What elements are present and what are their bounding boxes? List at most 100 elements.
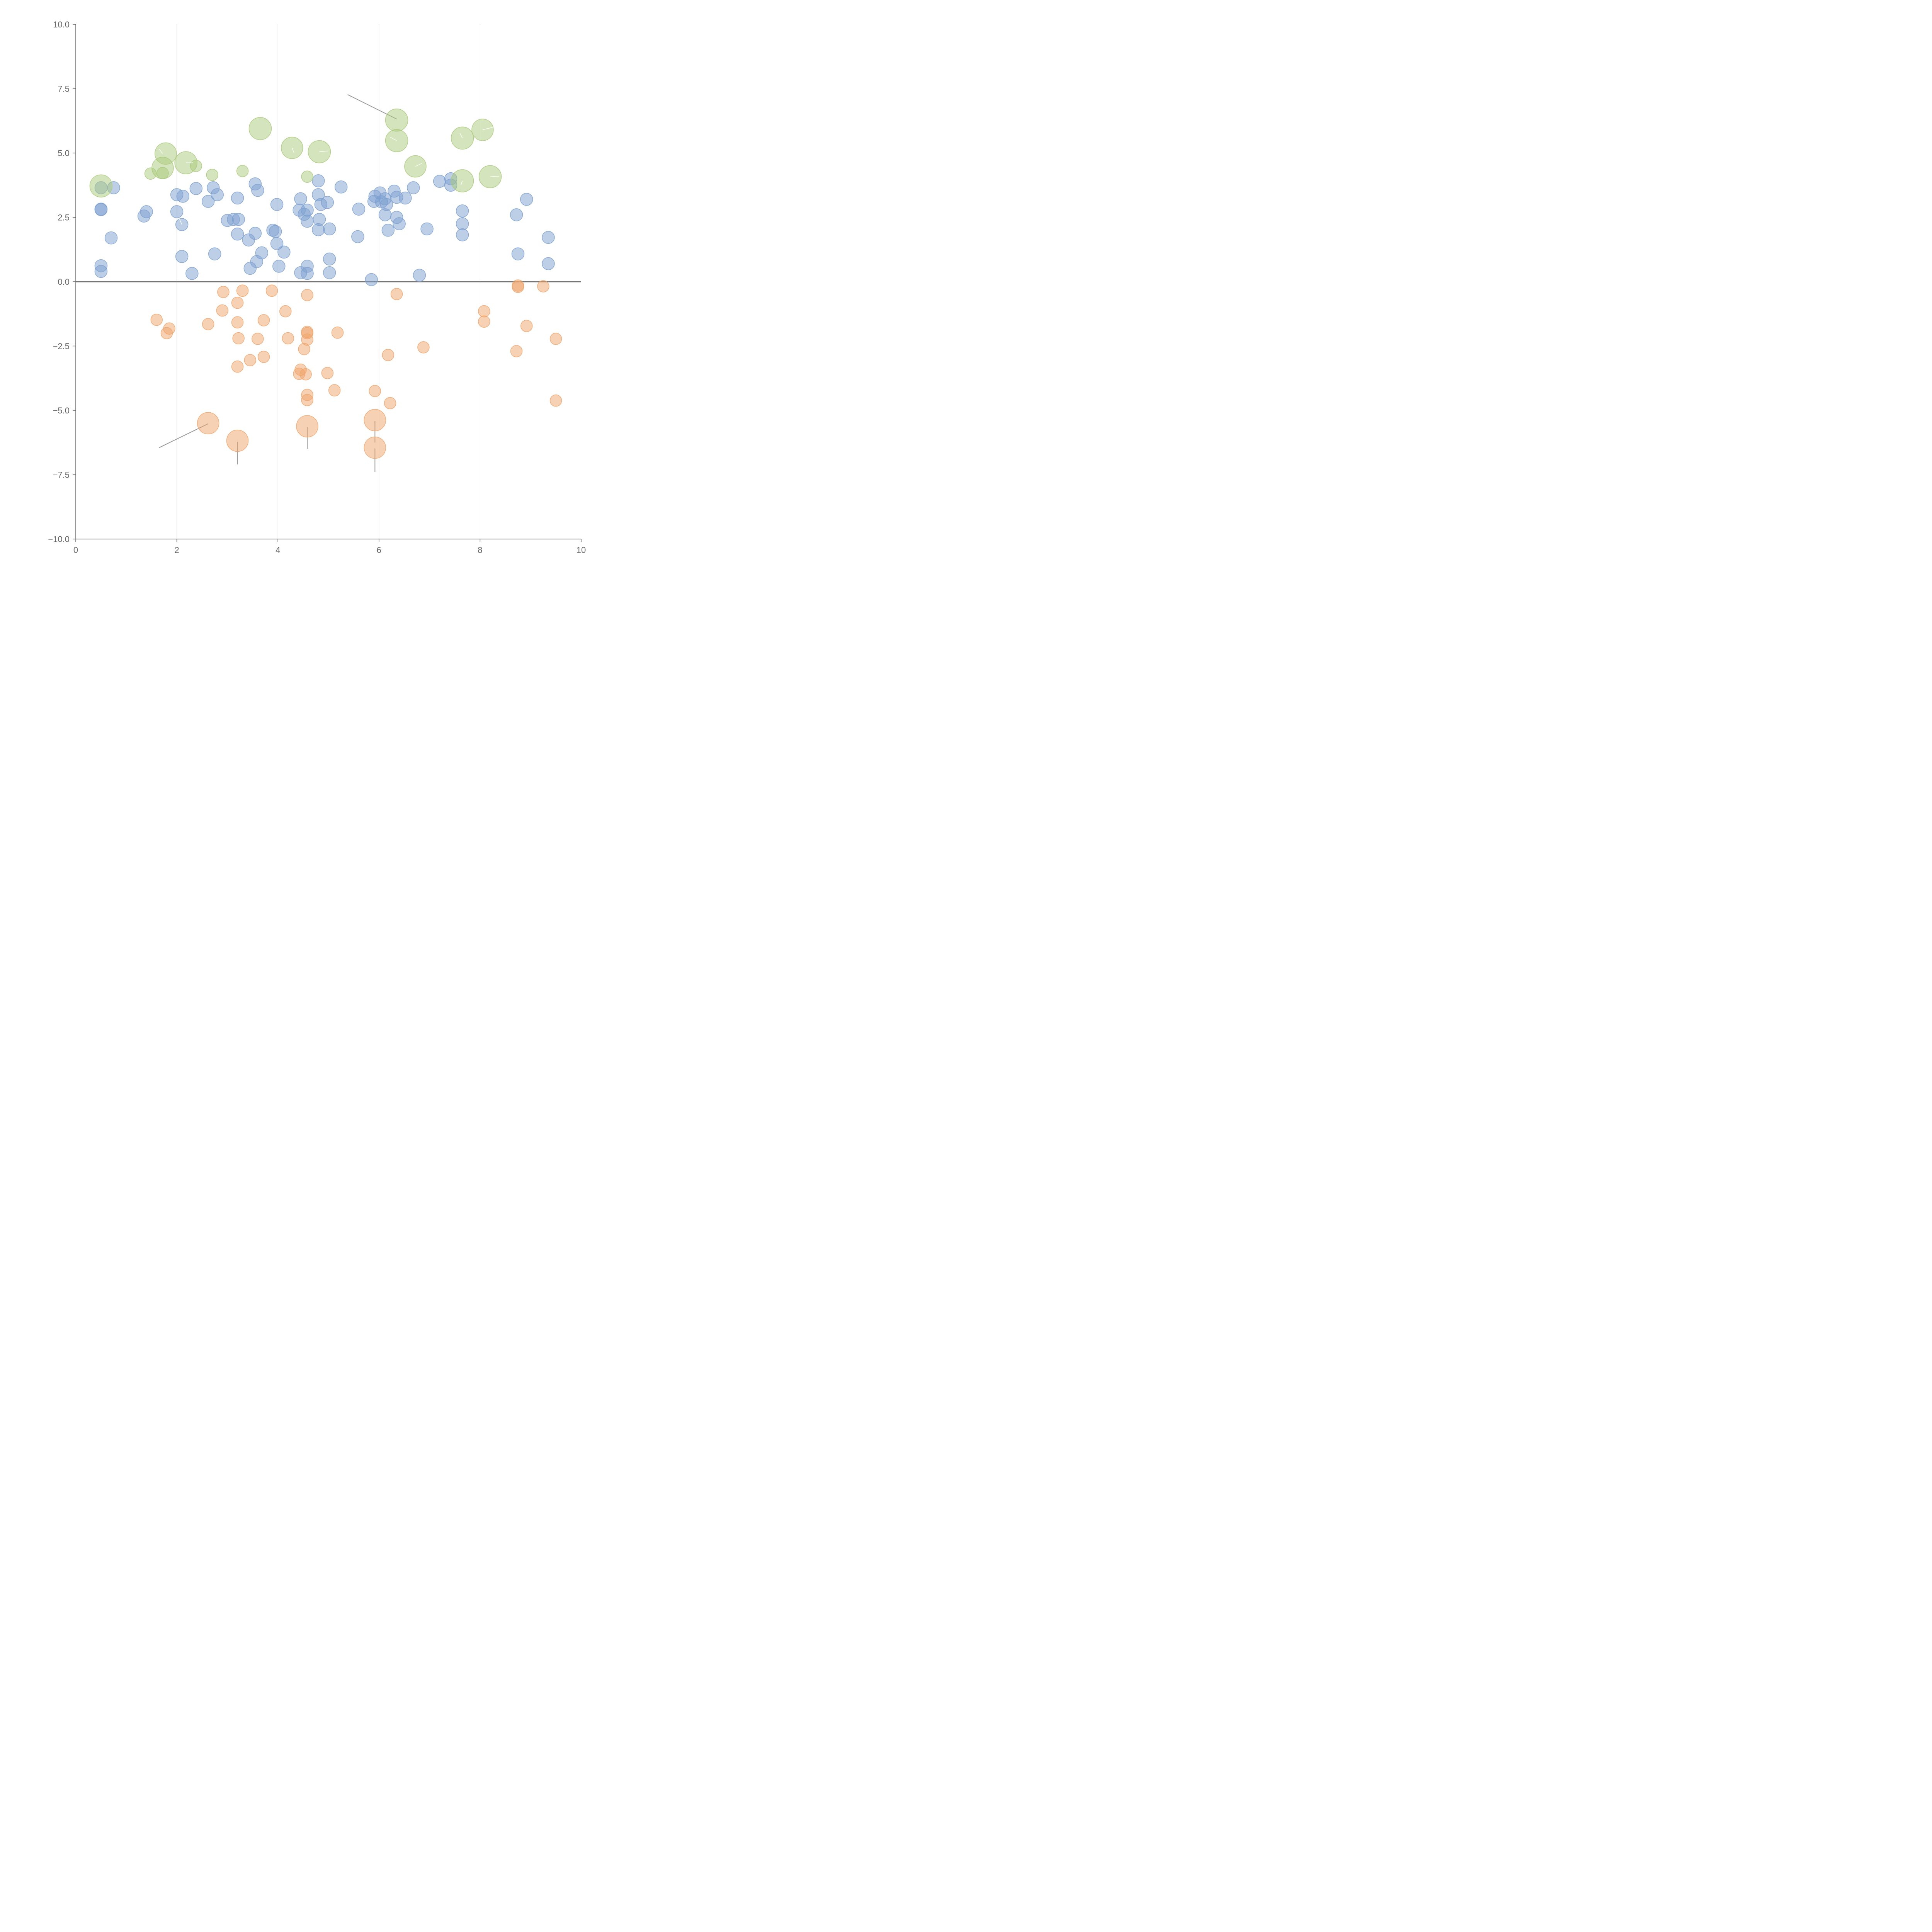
inner-leader-line	[460, 180, 463, 185]
negative-point	[417, 341, 430, 354]
positive-point	[94, 202, 108, 216]
positive-point	[248, 227, 262, 240]
positive-point	[294, 192, 307, 206]
inner-leader-line	[459, 133, 463, 138]
x-tick-label: 6	[377, 545, 381, 555]
negative-point	[231, 316, 244, 328]
y-tick-label: 2.5	[58, 213, 70, 223]
positive-large-point	[385, 109, 408, 132]
inner-leader-lines	[159, 127, 500, 225]
y-tick-label: 5.0	[58, 148, 70, 158]
positive-point	[231, 191, 244, 205]
y-tick-label: 0.0	[58, 277, 70, 287]
negative-point	[150, 313, 163, 326]
negative-point	[390, 288, 403, 300]
positive-point	[211, 188, 224, 201]
negative-point	[478, 305, 490, 318]
positive-point	[301, 214, 314, 228]
positive-point	[270, 237, 284, 250]
x-tick-label: 2	[174, 545, 179, 555]
positive-point	[176, 190, 190, 203]
positive-point	[520, 193, 533, 206]
positive-point	[456, 204, 469, 218]
negative-point	[321, 367, 334, 379]
negative-point	[328, 384, 341, 396]
inner-leader-line	[179, 218, 182, 225]
tick-labels: 10.0 7.5 5.0 2.5 0.0 −2.5 −5.0 −7.5 −10.00 2 4 6 8 10	[48, 20, 586, 555]
negative-point	[369, 385, 381, 397]
positive-point	[351, 230, 364, 243]
positive-large-point	[301, 170, 313, 183]
positive-point	[321, 196, 334, 209]
positive-point	[243, 262, 257, 275]
axes-layer	[73, 24, 582, 542]
positive-point	[277, 245, 291, 259]
negative-point	[244, 354, 257, 366]
x-tick-label: 8	[478, 545, 482, 555]
positive-point	[312, 223, 325, 236]
negative-point	[216, 304, 229, 317]
positive-point	[272, 260, 286, 273]
positive-point	[208, 247, 221, 260]
negative-point	[257, 350, 270, 363]
negative-large-point	[364, 409, 386, 432]
negative-point	[160, 327, 173, 339]
negative-point	[549, 394, 562, 407]
y-tick-label: 10.0	[53, 20, 70, 29]
positive-point	[352, 202, 366, 216]
negative-large-point	[197, 412, 219, 435]
positive-point	[140, 205, 153, 218]
negative-point	[231, 296, 244, 309]
positive-point	[334, 180, 348, 194]
negative-large-point	[296, 415, 318, 438]
positive-point	[94, 265, 108, 278]
positive-point	[510, 208, 523, 221]
positive-point	[231, 228, 244, 241]
inner-leader-line	[390, 137, 397, 141]
scatter-chart: 10.0 7.5 5.0 2.5 0.0 −2.5 −5.0 −7.5 −10.00 2 4 6 8 10	[48, 20, 586, 555]
negative-point	[384, 397, 396, 410]
inner-leader-line	[159, 149, 163, 154]
positive-point	[323, 266, 336, 279]
negative-point	[301, 394, 313, 406]
positive-large-point	[155, 142, 177, 165]
positive-point	[381, 224, 395, 237]
positive-point	[323, 252, 336, 266]
negative-point	[520, 320, 533, 332]
positive-large-point	[236, 165, 249, 177]
positive-point	[542, 231, 555, 244]
positive-point	[433, 175, 446, 188]
positive-point	[104, 231, 118, 245]
negative-large-point	[226, 429, 249, 452]
negative-point	[217, 286, 230, 298]
negative-point	[478, 315, 490, 328]
positive-point	[270, 198, 284, 211]
negative-point	[257, 314, 270, 327]
negative-point	[549, 333, 562, 345]
x-tick-label: 0	[73, 545, 78, 555]
x-tick-label: 4	[276, 545, 280, 555]
positive-point	[301, 267, 314, 280]
positive-point	[399, 191, 412, 205]
positive-point	[312, 174, 325, 187]
positive-point	[542, 257, 555, 270]
positive-point	[301, 204, 314, 217]
data-points	[89, 109, 562, 459]
positive-point	[393, 217, 406, 230]
positive-point	[185, 267, 199, 280]
inner-leader-line	[292, 148, 294, 153]
y-tick-label: −7.5	[53, 470, 70, 480]
negative-point	[299, 368, 312, 381]
y-tick-label: −10.0	[48, 534, 70, 544]
negative-point	[279, 305, 292, 318]
positive-point	[232, 213, 245, 226]
negative-point	[537, 280, 549, 293]
positive-large-point	[89, 174, 113, 197]
negative-point	[252, 333, 264, 345]
positive-point	[251, 184, 264, 197]
inner-leader-line	[490, 176, 500, 177]
negative-point	[232, 332, 245, 345]
positive-point	[201, 195, 215, 208]
positive-large-point	[206, 168, 218, 181]
negative-point	[265, 284, 278, 297]
